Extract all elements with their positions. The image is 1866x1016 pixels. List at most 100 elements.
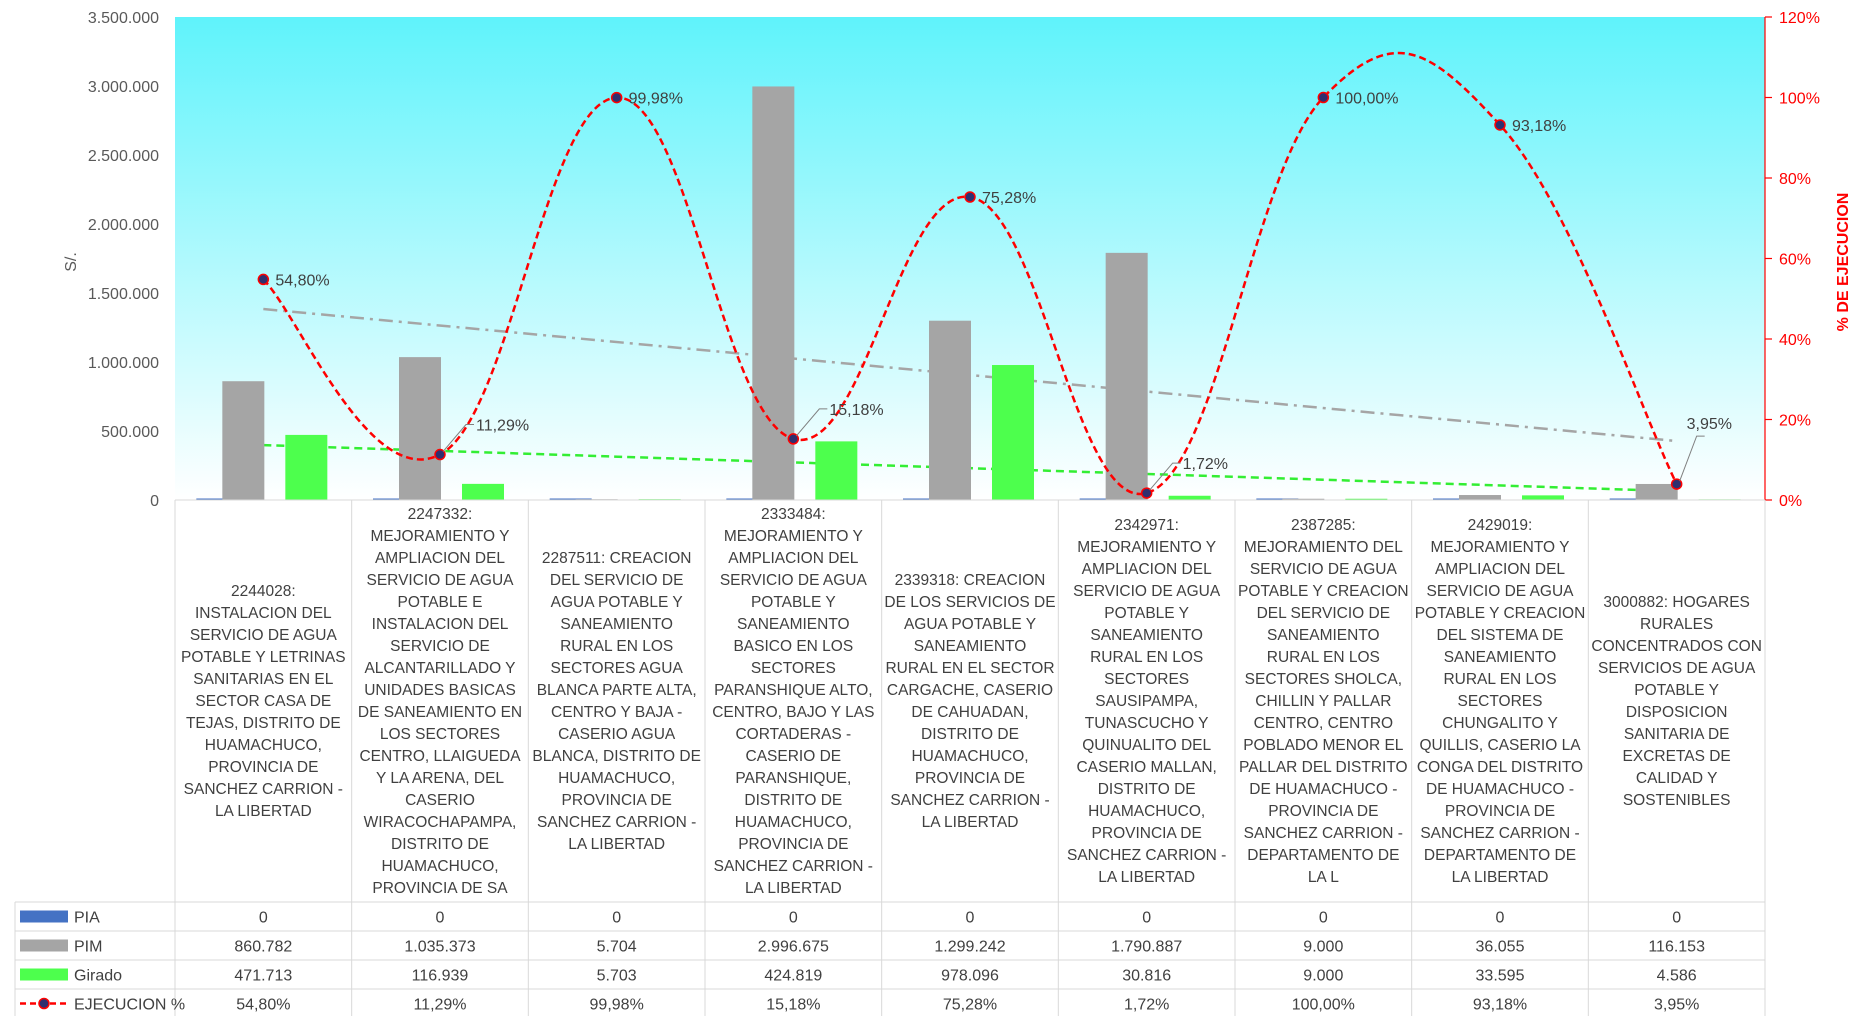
execution-data-label: 3,95% [1687, 416, 1732, 433]
y-tick-label: 3.000.000 [88, 79, 159, 96]
legend-series-name: Girado [74, 968, 122, 985]
table-cell-value: 1.299.242 [934, 939, 1005, 956]
bar-pia [1256, 498, 1299, 500]
execution-point [1140, 487, 1153, 499]
table-cell-value: 93,18% [1473, 997, 1527, 1014]
y2-tick-label: 20% [1779, 413, 1811, 430]
table-cell-value: 4.586 [1657, 968, 1697, 985]
bar-pim [1105, 252, 1148, 500]
execution-data-label: 54,80% [275, 272, 329, 289]
category-label: 2387285: MEJORAMIENTO DEL SERVICIO DE AGUA… [1238, 517, 1409, 886]
table-cell-value: 0 [436, 910, 445, 927]
label-leader-line [1679, 435, 1705, 482]
category-label: 2333484: MEJORAMIENTO Y AMPLIACION DEL SERV… [712, 506, 874, 897]
table-cell-value: 11,29% [413, 997, 466, 1014]
table-cell-value: 75,28% [943, 997, 997, 1014]
label-leader-line [442, 424, 474, 452]
table-cell-value: 1.035.373 [404, 939, 475, 956]
y2-tick-label: 120% [1779, 10, 1820, 27]
table-cell-value: 1.790.887 [1111, 939, 1182, 956]
bar-girado [1522, 495, 1564, 500]
legend-series-name: EJECUCION % [74, 997, 185, 1014]
bar-pim [1635, 483, 1678, 500]
table-cell-value: 3,95% [1654, 997, 1699, 1014]
y2-axis-label: % DE EJECUCION [1835, 193, 1852, 332]
bar-girado [285, 434, 328, 500]
category-label: 2342971: MEJORAMIENTO Y AMPLIACION DEL SERV… [1067, 517, 1226, 886]
bar-girado [462, 483, 504, 500]
execution-point [1494, 119, 1506, 131]
table-cell-value: 1,72% [1124, 997, 1169, 1014]
execution-data-label: 11,29% [476, 418, 529, 435]
legend-key-pim [20, 939, 68, 952]
y-tick-label: 3.500.000 [88, 10, 159, 27]
table-cell-value: 424.819 [764, 968, 822, 985]
execution-line: 54,80% 11,29% 99,98% 15,18% 75,28% 1,72% 100,0… [257, 51, 1732, 499]
table-cell-value: 54,80% [236, 997, 290, 1014]
execution-data-label: 1,72% [1183, 456, 1228, 473]
legend-series-name: PIA [74, 910, 100, 927]
axes: 0 500.000 1.000.000 1.500.000 2.000.000 2.500… [88, 10, 1820, 510]
y-tick-label: 0 [150, 493, 159, 510]
table-cell-value: 116.939 [412, 968, 469, 985]
table-cell-value: 0 [789, 910, 798, 927]
table-cell-value: 2.996.675 [758, 939, 829, 956]
execution-data-label: 15,18% [829, 402, 883, 419]
bar-pia [373, 498, 415, 500]
table-cell-value: 0 [1496, 910, 1505, 927]
execution-data-label: 75,28% [982, 190, 1036, 207]
bar-pia [1433, 498, 1475, 500]
table-cell-value: 33.595 [1476, 968, 1525, 985]
y2-tick-label: 80% [1779, 171, 1811, 188]
y-tick-label: 500.000 [101, 424, 159, 441]
bar-girado [992, 365, 1034, 500]
bar-pia [903, 498, 945, 500]
bar-girado [1168, 495, 1211, 500]
table-cell-value: 471.713 [234, 968, 292, 985]
execution-point [257, 273, 270, 286]
execution-point [1670, 478, 1683, 490]
execution-point [1317, 91, 1330, 104]
category-label: 3000882: HOGARES RURALES CONCENTRADOS CON S… [1591, 594, 1762, 809]
table-cell-value: 0 [259, 910, 268, 927]
bar-pim [1459, 495, 1501, 500]
table-cell-value: 0 [966, 910, 975, 927]
table-cell-value: 0 [1142, 910, 1151, 927]
bar-pia [1079, 498, 1122, 500]
legend-key-girado [20, 968, 68, 981]
legend-key-pia [20, 910, 68, 923]
execution-point [434, 448, 446, 461]
table-cell-value: 100,00% [1292, 997, 1355, 1014]
y-tick-label: 1.000.000 [88, 355, 159, 372]
execution-point [787, 433, 800, 445]
bar-pim [222, 381, 265, 500]
table-cell-value: 0 [1319, 910, 1328, 927]
table-cell-value: 99,98% [590, 997, 644, 1014]
execution-point [964, 191, 976, 203]
table-cell-value: 5.703 [597, 968, 637, 985]
bar-girado [1345, 498, 1388, 500]
table-cell-value: 5.704 [597, 939, 637, 956]
table-cell-value: 0 [612, 910, 621, 927]
bar-pia [1609, 498, 1652, 500]
legend-series-name: PIM [74, 939, 102, 956]
y-tick-label: 1.500.000 [88, 286, 159, 303]
table-cell-value: 860.782 [234, 939, 292, 956]
category-label: 2429019: MEJORAMIENTO Y AMPLIACION DEL SERV… [1415, 517, 1586, 886]
y-axis-label: S/. [63, 252, 80, 272]
y2-tick-label: 60% [1779, 252, 1811, 269]
table-cell-value: 9.000 [1303, 939, 1343, 956]
y2-tick-label: 100% [1779, 91, 1820, 108]
data-table: 2244028: INSTALACION DEL SERVICIO DE AGUA P… [14, 500, 1766, 1016]
execution-data-label: 99,98% [629, 91, 683, 108]
table-cell-value: 30.816 [1122, 968, 1171, 985]
legend-key-ejecucion-marker [38, 997, 50, 1010]
bar-pim [399, 357, 441, 500]
label-leader-line [795, 408, 828, 437]
label-leader-line [1149, 462, 1181, 491]
bar-girado [815, 441, 858, 500]
category-label: 2287511: CREACION DEL SERVICIO DE AGUA POT… [532, 550, 701, 853]
table-cell-value: 978.096 [941, 968, 999, 985]
table-cell-value: 15,18% [766, 997, 820, 1014]
